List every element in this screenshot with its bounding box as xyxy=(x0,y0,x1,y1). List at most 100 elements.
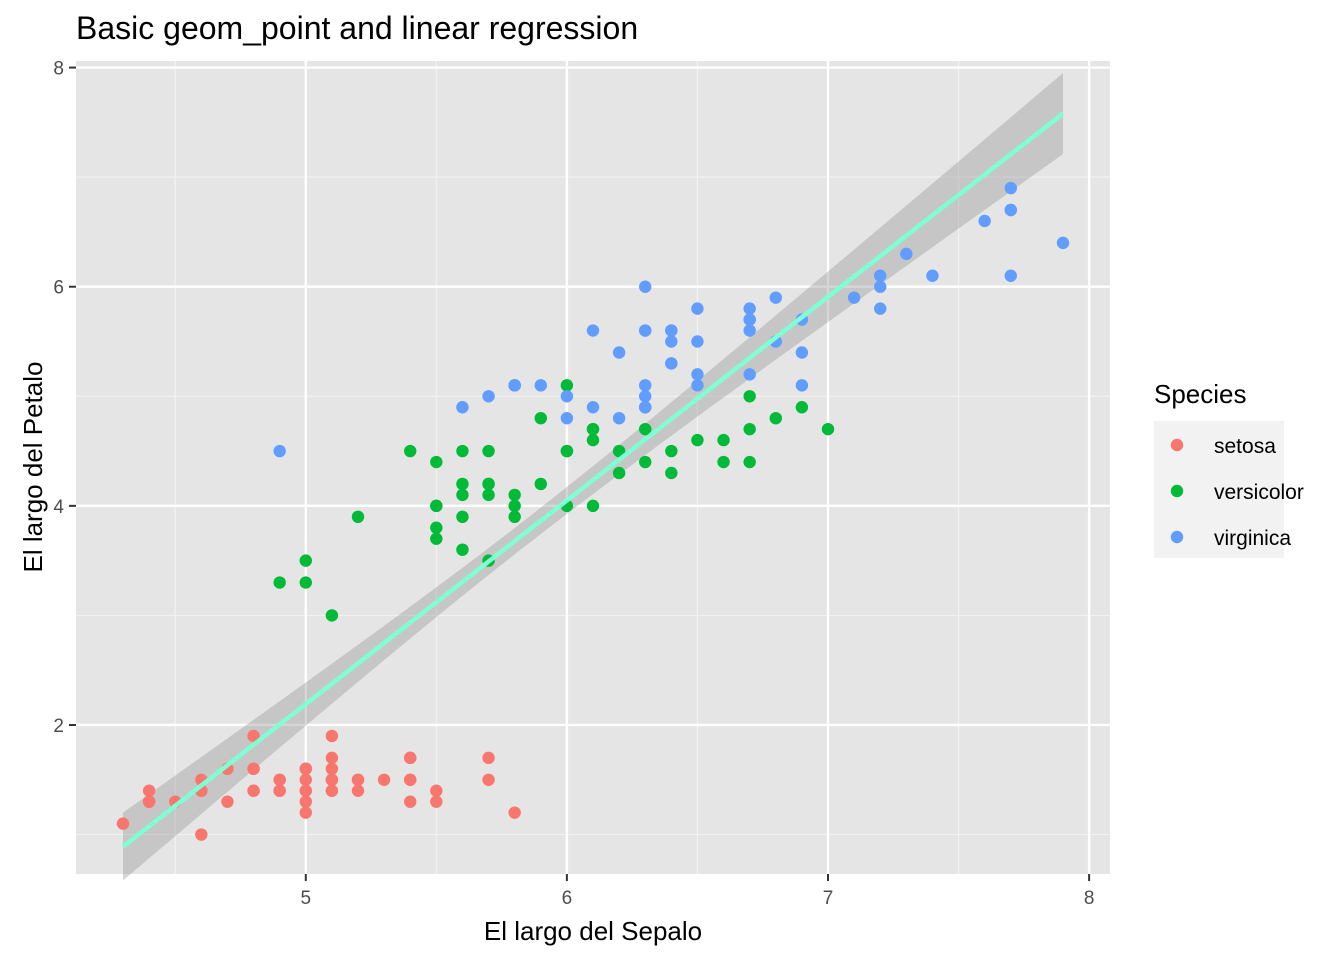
data-point-versicolor xyxy=(508,488,521,502)
data-point-versicolor xyxy=(639,422,652,436)
x-tick-label: 5 xyxy=(300,888,311,909)
data-point-versicolor xyxy=(430,521,443,534)
data-point-virginica xyxy=(691,302,704,315)
data-point-versicolor xyxy=(717,433,730,447)
data-point-versicolor xyxy=(273,576,286,589)
data-point-virginica xyxy=(743,368,756,381)
data-point-virginica xyxy=(795,379,809,392)
data-point-setosa xyxy=(299,784,312,797)
y-tick-label: 8 xyxy=(53,59,64,80)
data-point-virginica xyxy=(612,346,626,359)
data-point-virginica xyxy=(1004,181,1017,195)
data-point-versicolor xyxy=(430,532,443,545)
data-point-virginica xyxy=(1004,269,1017,282)
data-point-virginica xyxy=(560,411,574,425)
data-point-versicolor xyxy=(508,499,521,513)
data-point-setosa xyxy=(273,773,286,786)
regression-line-layer xyxy=(121,111,1065,849)
data-point-setosa xyxy=(351,784,365,797)
data-point-setosa xyxy=(142,795,156,808)
data-point-versicolor xyxy=(639,455,652,469)
legend-label-virginica: virginica xyxy=(1214,527,1291,550)
data-point-versicolor xyxy=(743,455,756,469)
data-point-virginica xyxy=(743,313,756,326)
data-point-setosa xyxy=(221,795,234,808)
data-point-setosa xyxy=(508,806,521,819)
data-point-versicolor xyxy=(534,477,547,491)
data-point-virginica xyxy=(691,379,704,392)
regression-line xyxy=(121,111,1065,849)
data-point-setosa xyxy=(116,817,130,830)
data-point-versicolor xyxy=(325,609,339,622)
data-point-versicolor xyxy=(795,401,809,414)
data-point-setosa xyxy=(404,795,417,808)
x-axis-title: El largo del Sepalo xyxy=(484,916,702,946)
data-point-versicolor xyxy=(534,411,547,425)
data-point-virginica xyxy=(612,411,626,425)
data-point-setosa xyxy=(195,828,208,841)
data-point-virginica xyxy=(795,346,809,359)
data-point-versicolor xyxy=(743,390,756,403)
data-point-virginica xyxy=(508,379,521,392)
data-point-versicolor xyxy=(456,543,469,556)
y-tick-label: 2 xyxy=(53,716,64,737)
y-axis-title: El largo del Petalo xyxy=(18,361,48,572)
data-point-virginica xyxy=(978,214,991,228)
data-point-setosa xyxy=(430,784,443,797)
data-point-versicolor xyxy=(743,422,756,436)
data-point-virginica xyxy=(900,247,913,261)
data-point-versicolor xyxy=(482,444,495,458)
data-point-setosa xyxy=(325,773,339,786)
data-point-virginica xyxy=(639,401,652,414)
data-point-versicolor xyxy=(560,444,574,458)
data-point-versicolor xyxy=(821,422,835,436)
legend-label-setosa: setosa xyxy=(1214,435,1276,458)
legend: Species setosa versicolor virginica xyxy=(1154,379,1304,558)
data-point-virginica xyxy=(769,291,782,304)
data-point-setosa xyxy=(247,784,260,797)
data-point-versicolor xyxy=(299,554,312,567)
data-point-virginica xyxy=(482,390,495,403)
data-point-setosa xyxy=(299,806,312,819)
data-point-virginica xyxy=(639,280,652,293)
data-point-versicolor xyxy=(769,411,782,425)
data-point-virginica xyxy=(743,302,756,315)
data-point-setosa xyxy=(325,762,339,776)
data-point-versicolor xyxy=(717,455,730,469)
data-point-versicolor xyxy=(665,466,678,480)
data-point-virginica xyxy=(743,324,756,337)
data-point-virginica xyxy=(273,444,286,458)
data-point-virginica xyxy=(665,335,678,348)
data-point-virginica xyxy=(691,368,704,381)
confidence-band-layer xyxy=(123,73,1063,881)
data-point-setosa xyxy=(247,762,260,776)
data-point-versicolor xyxy=(665,444,678,458)
data-point-versicolor xyxy=(612,444,626,458)
data-point-virginica xyxy=(1004,203,1017,217)
data-point-setosa xyxy=(247,729,260,743)
data-point-versicolor xyxy=(586,433,600,447)
data-point-setosa xyxy=(482,751,495,765)
points-layer xyxy=(116,181,1070,841)
data-point-virginica xyxy=(639,379,652,392)
data-point-versicolor xyxy=(430,455,443,469)
data-point-setosa xyxy=(325,751,339,765)
data-point-versicolor xyxy=(586,422,600,436)
data-point-virginica xyxy=(874,280,887,293)
data-point-versicolor xyxy=(456,444,469,458)
data-point-setosa xyxy=(404,773,417,786)
legend-label-versicolor: versicolor xyxy=(1214,481,1304,504)
data-point-versicolor xyxy=(456,510,469,524)
data-point-virginica xyxy=(534,379,547,392)
data-point-setosa xyxy=(430,795,443,808)
data-point-setosa xyxy=(351,773,365,786)
data-point-versicolor xyxy=(404,444,417,458)
data-point-setosa xyxy=(142,784,156,797)
x-tick-label: 7 xyxy=(823,888,834,909)
data-point-setosa xyxy=(299,773,312,786)
legend-key-versicolor xyxy=(1170,484,1184,498)
data-point-versicolor xyxy=(586,499,600,513)
x-tick-label: 8 xyxy=(1084,888,1095,909)
data-point-virginica xyxy=(639,390,652,403)
